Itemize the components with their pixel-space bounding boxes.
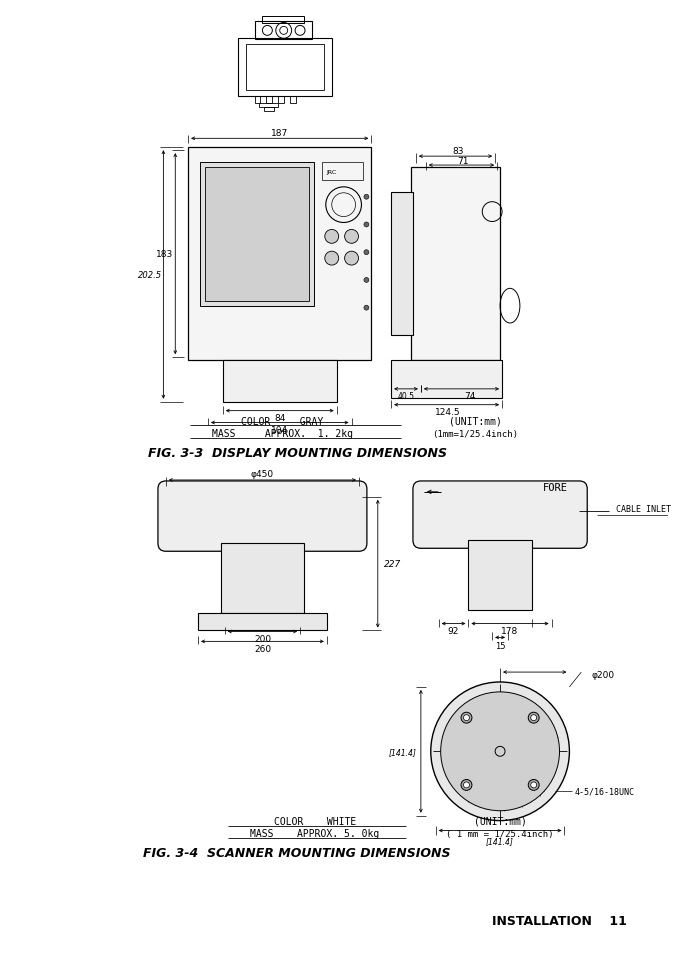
Text: CABLE INLET: CABLE INLET — [616, 505, 671, 514]
Text: 227: 227 — [384, 559, 401, 568]
Text: 4-5/16-18UNC: 4-5/16-18UNC — [574, 786, 634, 796]
Circle shape — [431, 682, 570, 821]
Circle shape — [464, 715, 469, 720]
Circle shape — [345, 231, 358, 244]
Text: MASS     APPROX.  1. 2kg: MASS APPROX. 1. 2kg — [212, 429, 353, 439]
Text: 83: 83 — [453, 147, 464, 155]
Circle shape — [531, 715, 537, 720]
Text: JRC: JRC — [327, 171, 337, 175]
Bar — [263, 16, 304, 25]
Bar — [259, 104, 278, 108]
Text: FIG. 3-4  SCANNER MOUNTING DIMENSIONS: FIG. 3-4 SCANNER MOUNTING DIMENSIONS — [143, 846, 451, 859]
Bar — [322, 163, 363, 181]
Circle shape — [529, 780, 539, 791]
Text: INSTALLATION    11: INSTALLATION 11 — [492, 914, 627, 927]
Text: 40.5: 40.5 — [398, 392, 414, 401]
Text: 183: 183 — [156, 250, 173, 259]
Text: [141.4]: [141.4] — [389, 747, 417, 756]
Circle shape — [345, 252, 358, 266]
Bar — [254, 96, 261, 104]
Circle shape — [325, 252, 339, 266]
Text: 202.5: 202.5 — [138, 271, 163, 279]
Text: 71: 71 — [458, 156, 469, 166]
Text: 124.5: 124.5 — [435, 408, 460, 416]
Circle shape — [461, 713, 472, 723]
Bar — [267, 96, 272, 104]
Bar — [278, 96, 284, 104]
Text: φ200: φ200 — [591, 670, 614, 679]
Text: 200: 200 — [254, 635, 271, 643]
Text: 15: 15 — [495, 641, 506, 650]
Circle shape — [464, 782, 469, 788]
Text: FORE: FORE — [543, 482, 568, 493]
Circle shape — [529, 713, 539, 723]
Text: (1mm=1/25.4inch): (1mm=1/25.4inch) — [432, 430, 518, 438]
Bar — [391, 193, 413, 336]
Circle shape — [364, 195, 369, 200]
Text: MASS    APPROX. 5. 0kg: MASS APPROX. 5. 0kg — [250, 828, 379, 839]
Circle shape — [531, 782, 537, 788]
Circle shape — [461, 780, 472, 791]
Text: 178: 178 — [502, 626, 518, 636]
Bar — [265, 108, 274, 112]
Bar — [246, 45, 324, 91]
Text: 104: 104 — [271, 425, 288, 435]
Bar — [223, 361, 337, 402]
Bar — [221, 544, 304, 613]
Circle shape — [441, 692, 560, 811]
Bar — [411, 168, 500, 361]
Text: ( 1 mm = 1/25.4inch): ( 1 mm = 1/25.4inch) — [446, 829, 554, 838]
Bar — [290, 96, 296, 104]
Text: 74: 74 — [464, 392, 476, 401]
Bar — [200, 163, 314, 306]
FancyBboxPatch shape — [158, 481, 367, 552]
FancyBboxPatch shape — [413, 481, 587, 549]
Text: (UNIT:mm): (UNIT:mm) — [474, 816, 526, 825]
Text: (UNIT:mm): (UNIT:mm) — [449, 416, 502, 426]
Circle shape — [364, 278, 369, 283]
Bar — [391, 361, 502, 398]
Bar — [205, 168, 309, 301]
Bar — [256, 23, 312, 40]
Text: [141.4]: [141.4] — [486, 836, 514, 845]
Text: COLOR    WHITE: COLOR WHITE — [274, 816, 356, 825]
Bar — [238, 39, 331, 96]
Text: 187: 187 — [271, 129, 288, 138]
Text: 260: 260 — [254, 644, 271, 653]
Bar — [468, 540, 532, 610]
Circle shape — [364, 251, 369, 255]
Text: φ450: φ450 — [251, 469, 274, 478]
Text: COLOR     GRAY: COLOR GRAY — [241, 416, 323, 426]
Text: FIG. 3-3  DISPLAY MOUNTING DIMENSIONS: FIG. 3-3 DISPLAY MOUNTING DIMENSIONS — [148, 446, 447, 459]
Circle shape — [325, 231, 339, 244]
Text: 84: 84 — [274, 414, 286, 422]
Circle shape — [364, 306, 369, 311]
Bar — [198, 613, 327, 631]
Circle shape — [364, 223, 369, 228]
Text: 92: 92 — [448, 626, 459, 636]
Bar — [188, 148, 371, 361]
